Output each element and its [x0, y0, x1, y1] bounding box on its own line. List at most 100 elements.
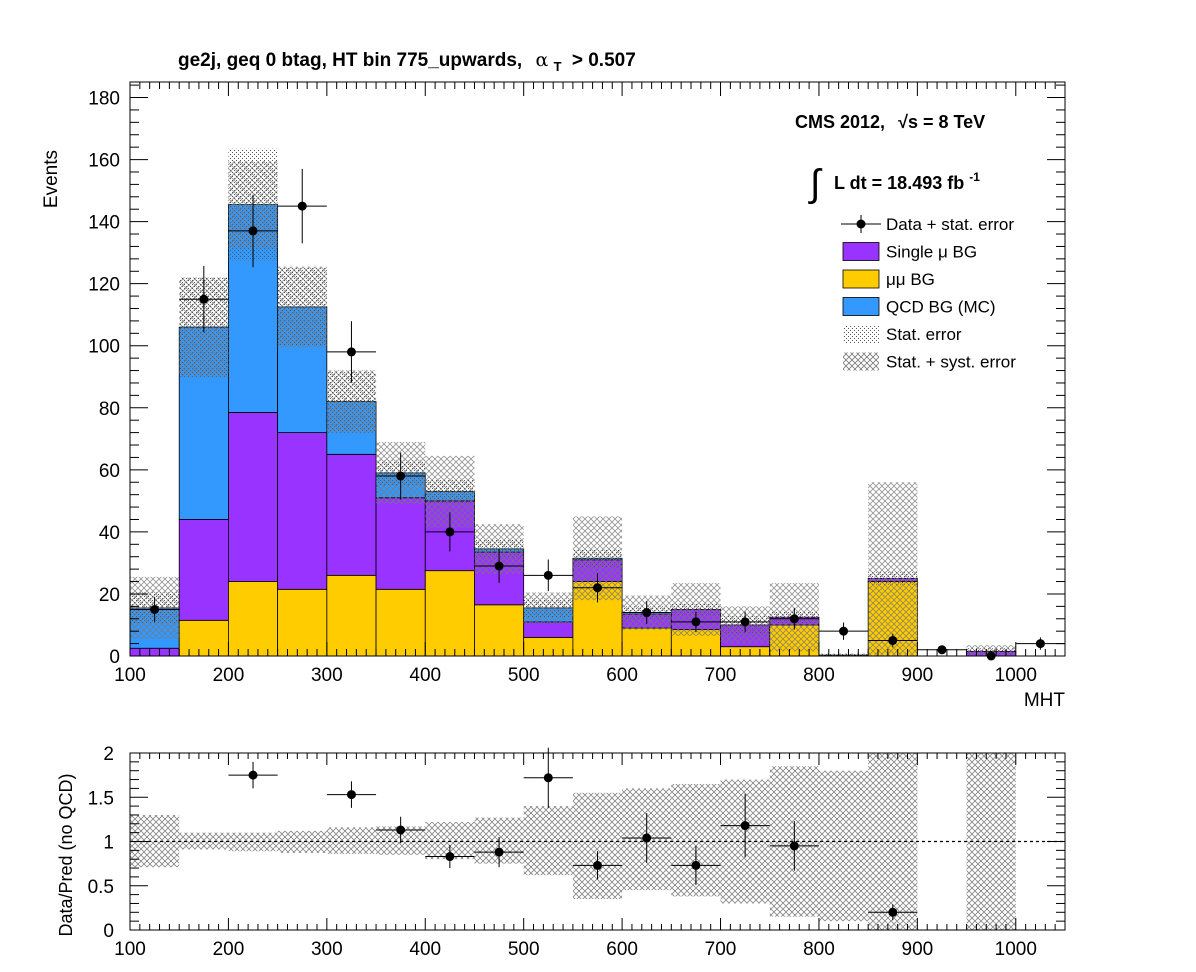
x-tick-label: 400: [409, 665, 441, 686]
data-point-11: [691, 617, 701, 627]
data-point-5: [396, 471, 406, 481]
ratio-x-tick-label: 300: [311, 939, 343, 960]
ratio-x-tick-label: 600: [606, 939, 638, 960]
svg-text:L dt = 18.493 fb -1: L dt = 18.493 fb -1: [834, 170, 980, 193]
ratio-x-tick-label: 100: [114, 939, 146, 960]
ratio-x-tick-label: 1000: [995, 939, 1037, 960]
bar-mumu-3: [277, 588, 328, 657]
title-cut: > 0.507: [572, 50, 636, 71]
data-point-15: [888, 635, 898, 645]
chart-title: ge2j, geq 0 btag, HT bin 775_upwards, α …: [178, 49, 636, 76]
ratio-point-5: [543, 773, 553, 783]
ratio-y-tick-label: 1: [103, 833, 114, 854]
stat-error-band-17: [966, 648, 1016, 655]
data-point-16: [937, 645, 947, 655]
bar-mumu-8: [523, 636, 574, 657]
x-tick-label: 200: [213, 665, 245, 686]
x-tick-label: 300: [311, 665, 343, 686]
ratio-point-4: [494, 847, 504, 857]
ratio-y-tick-label: 2: [103, 744, 114, 765]
bar-single-mu-5: [375, 497, 426, 590]
data-point-1: [199, 294, 209, 304]
x-tick-label: 1000: [995, 665, 1037, 686]
title-alpha-sub: T: [554, 59, 562, 74]
x-tick-label: 600: [606, 665, 638, 686]
integral-sign: ∫: [808, 163, 823, 205]
stat-error-band-8: [523, 598, 573, 618]
legend-label: Stat. error: [886, 325, 962, 344]
legend-swatch: [842, 297, 880, 316]
lumi-text: L dt = 18.493 fb: [834, 173, 964, 193]
legend-swatch: [843, 325, 879, 343]
bar-single-mu-1: [178, 519, 229, 621]
data-point-7: [494, 561, 504, 571]
legend-label: Single μ BG: [886, 243, 977, 262]
stat-error-band-3: [277, 268, 327, 346]
data-point-4: [346, 347, 356, 357]
lumi-label: ∫ L dt = 18.493 fb -1: [808, 163, 980, 205]
ratio-point-2: [396, 825, 406, 835]
ratio-point-3: [445, 852, 455, 862]
bar-mumu-6: [424, 570, 475, 657]
ratio-point-8: [691, 860, 701, 870]
x-tick-label: 500: [508, 665, 540, 686]
ratio-x-tick-label: 700: [705, 939, 737, 960]
syst-error-band-15: [868, 482, 918, 656]
ratio-x-tick-label: 900: [902, 939, 934, 960]
y-tick-label: 40: [99, 523, 120, 544]
ratio-point-7: [642, 833, 652, 843]
ratio-x-tick-label: 200: [213, 939, 245, 960]
data-point-8: [543, 570, 553, 580]
ratio-band-3: [277, 830, 327, 854]
legend-label: Data + stat. error: [886, 215, 1014, 234]
y-tick-label: 100: [88, 337, 120, 358]
main-frame: [129, 81, 1066, 657]
bar-single-mu-4: [326, 453, 377, 576]
ratio-band-14: [818, 770, 869, 922]
ratio-band-8: [523, 806, 573, 876]
ratio-point-10: [789, 841, 799, 851]
cms-label: CMS 2012, √s = 8 TeV: [795, 112, 985, 132]
legend-label: μμ BG: [886, 270, 935, 289]
y-tick-label: 80: [99, 399, 120, 420]
data-point-2: [248, 226, 258, 236]
ratio-points: [228, 747, 918, 921]
y-axis-label: Events: [41, 150, 62, 208]
bar-mumu-4: [326, 574, 377, 657]
y-tick-label: 180: [88, 89, 120, 110]
stat-error-band-7: [474, 539, 524, 559]
data-points: [130, 168, 1065, 661]
legend-marker: [856, 219, 866, 229]
energy-label: = 8 TeV: [923, 112, 985, 132]
ratio-point-9: [740, 821, 750, 831]
y-tick-label: 0: [109, 647, 120, 668]
bar-single-mu-8: [523, 621, 574, 638]
stat-error-band-11: [671, 603, 721, 616]
ratio-x-tick-label: 800: [803, 939, 835, 960]
legend-item-0: Data + stat. error: [841, 215, 1014, 234]
title-main: ge2j, geq 0 btag, HT bin 775_upwards,: [178, 50, 522, 71]
x-tick-label: 800: [803, 665, 835, 686]
data-point-12: [740, 617, 750, 627]
legend-item-2: μμ BG: [842, 269, 935, 289]
data-point-10: [642, 608, 652, 618]
ratio-y-axis-label: Data/Pred (no QCD): [56, 773, 76, 936]
x-tick-label: 700: [705, 665, 737, 686]
x-tick-label: 900: [902, 665, 934, 686]
bar-mumu-7: [474, 604, 525, 657]
svg-text:CMS 2012, √s = 8: CMS 2012, √s = 8 TeV: [795, 112, 985, 132]
ratio-point-0: [248, 770, 258, 780]
sqrt-s: √s: [898, 112, 918, 132]
bar-mumu-12: [720, 646, 771, 657]
legend-label: Stat. + syst. error: [886, 353, 1016, 372]
stat-error-band-9: [572, 548, 623, 568]
ratio-band-4: [326, 827, 377, 854]
data-point-18: [1035, 639, 1045, 649]
y-tick-label: 20: [99, 585, 120, 606]
bar-mumu-5: [375, 588, 426, 657]
svg-text:ge2j, geq 0 btag, HT bin 775_u: ge2j, geq 0 btag, HT bin 775_upwards, α …: [178, 49, 636, 76]
y-tick-label: 120: [88, 275, 120, 296]
bar-mumu-10: [621, 627, 672, 657]
